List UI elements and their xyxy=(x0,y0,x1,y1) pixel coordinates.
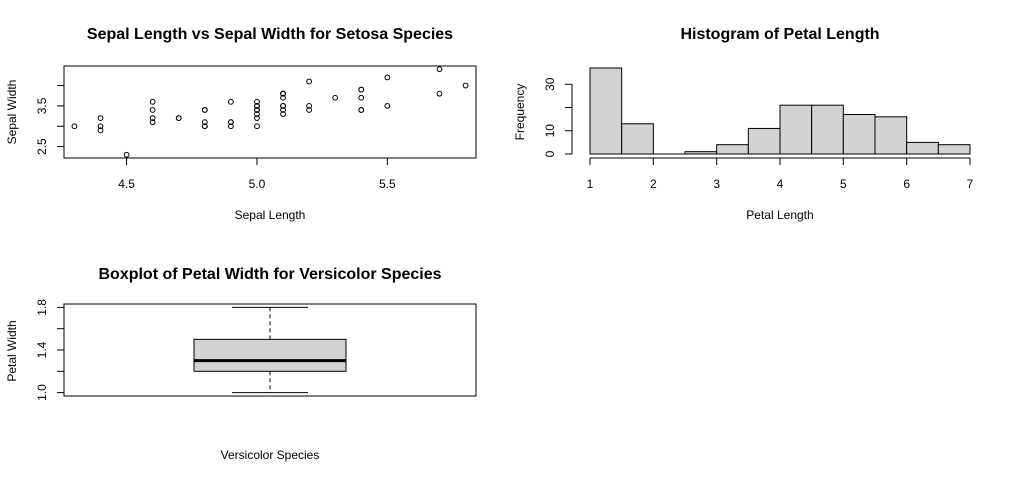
boxplot-box xyxy=(193,306,347,394)
scatter-point xyxy=(97,127,104,134)
scatter-point xyxy=(306,107,313,113)
histogram-y-label: Frequency xyxy=(513,84,527,141)
scatter-point xyxy=(436,66,443,73)
boxplot-iqr-box xyxy=(193,338,347,372)
scatter-y-label: Sepal Width xyxy=(5,80,19,145)
scatter-point xyxy=(254,115,260,122)
histogram-bar xyxy=(811,104,844,155)
histogram-x-tick-label: 4 xyxy=(777,177,784,191)
scatter-point xyxy=(149,119,156,126)
boxplot-y-label: Petal Width xyxy=(5,320,19,381)
histogram-y-tick-label: 0 xyxy=(543,150,557,157)
histogram-x-tick-label: 7 xyxy=(967,177,974,191)
scatter-x-label: Sepal Length xyxy=(235,208,306,222)
histogram-x-tick-label: 2 xyxy=(650,177,657,191)
scatter-point xyxy=(280,90,286,97)
histogram-bar xyxy=(842,113,876,155)
scatter-y-axis: 2.5 3.5 xyxy=(35,85,65,155)
histogram-bar xyxy=(747,127,781,155)
boxplot-title: Boxplot of Petal Width for Versicolor Sp… xyxy=(98,266,441,283)
scatter-point xyxy=(384,102,391,109)
scatter-point xyxy=(332,94,339,101)
histogram-y-tick-label: 10 xyxy=(543,124,557,138)
scatter-point xyxy=(149,98,156,105)
scatter-point xyxy=(227,98,234,105)
histogram-panel: Histogram of Petal Length Petal Length F… xyxy=(513,26,974,222)
histogram-bar xyxy=(937,144,971,155)
histogram-x-tick-label: 5 xyxy=(840,177,847,191)
scatter-point xyxy=(280,107,286,113)
histogram-x-label: Petal Length xyxy=(746,208,813,222)
scatter-plot-frame xyxy=(63,65,477,159)
boxplot-y-tick-label: 1.8 xyxy=(35,299,49,316)
scatter-point xyxy=(123,151,130,158)
histogram-x-tick-label: 1 xyxy=(587,177,594,191)
histogram-bar xyxy=(906,141,939,155)
scatter-point xyxy=(280,102,286,109)
scatter-point xyxy=(358,107,365,113)
scatter-point xyxy=(254,102,260,109)
scatter-point xyxy=(280,111,286,117)
scatter-title: Sepal Length vs Sepal Width for Setosa S… xyxy=(87,26,453,43)
scatter-point xyxy=(71,123,78,130)
scatter-points xyxy=(71,66,469,158)
scatter-point xyxy=(175,115,182,122)
boxplot-y-axis: 1.0 1.4 1.8 xyxy=(35,299,65,401)
histogram-bar xyxy=(684,151,718,155)
histogram-x-axis: 1 2 3 4 5 6 7 xyxy=(587,157,974,191)
histogram-bar xyxy=(621,123,654,155)
scatter-point xyxy=(280,94,286,101)
histogram-bar xyxy=(716,144,749,155)
histogram-bar xyxy=(874,116,908,155)
scatter-x-tick-label: 5.5 xyxy=(379,177,396,191)
scatter-point xyxy=(97,123,104,130)
scatter-point xyxy=(384,74,391,81)
scatter-point xyxy=(227,123,234,130)
scatter-y-tick-label: 3.5 xyxy=(35,97,49,114)
boxplot-y-tick-label: 1.4 xyxy=(35,341,49,358)
scatter-x-tick-label: 4.5 xyxy=(118,177,135,191)
scatter-point xyxy=(149,115,156,122)
histogram-bar xyxy=(589,67,623,155)
boxplot-x-label: Versicolor Species xyxy=(221,448,320,462)
scatter-point xyxy=(462,82,469,89)
scatter-y-tick-label: 2.5 xyxy=(35,138,49,155)
scatter-point xyxy=(358,86,365,93)
scatter-point xyxy=(358,94,365,101)
scatter-x-axis: 4.5 5.0 5.5 xyxy=(118,157,396,191)
scatter-point xyxy=(436,90,443,97)
histogram-bars xyxy=(589,67,971,155)
scatter-x-tick-label: 5.0 xyxy=(249,177,266,191)
scatter-point xyxy=(254,107,260,113)
histogram-x-tick-label: 6 xyxy=(903,177,910,191)
scatter-point xyxy=(306,102,313,109)
scatter-point xyxy=(254,98,260,105)
histogram-y-tick-label: 30 xyxy=(543,77,557,91)
scatter-point xyxy=(306,78,313,85)
scatter-point xyxy=(254,111,260,117)
histogram-bar xyxy=(779,104,813,155)
scatter-point xyxy=(227,119,234,126)
boxplot-y-tick-label: 1.0 xyxy=(35,384,49,401)
boxplot-panel: Boxplot of Petal Width for Versicolor Sp… xyxy=(5,266,477,462)
scatter-panel: Sepal Length vs Sepal Width for Setosa S… xyxy=(5,26,477,222)
scatter-point xyxy=(97,115,104,122)
scatter-point xyxy=(201,123,208,130)
scatter-point xyxy=(149,107,156,113)
histogram-x-tick-label: 3 xyxy=(713,177,720,191)
histogram-title: Histogram of Petal Length xyxy=(680,26,879,43)
scatter-point xyxy=(201,107,208,113)
histogram-y-axis: 0 10 30 xyxy=(543,77,573,157)
scatter-point xyxy=(201,119,208,126)
scatter-point xyxy=(254,123,260,130)
